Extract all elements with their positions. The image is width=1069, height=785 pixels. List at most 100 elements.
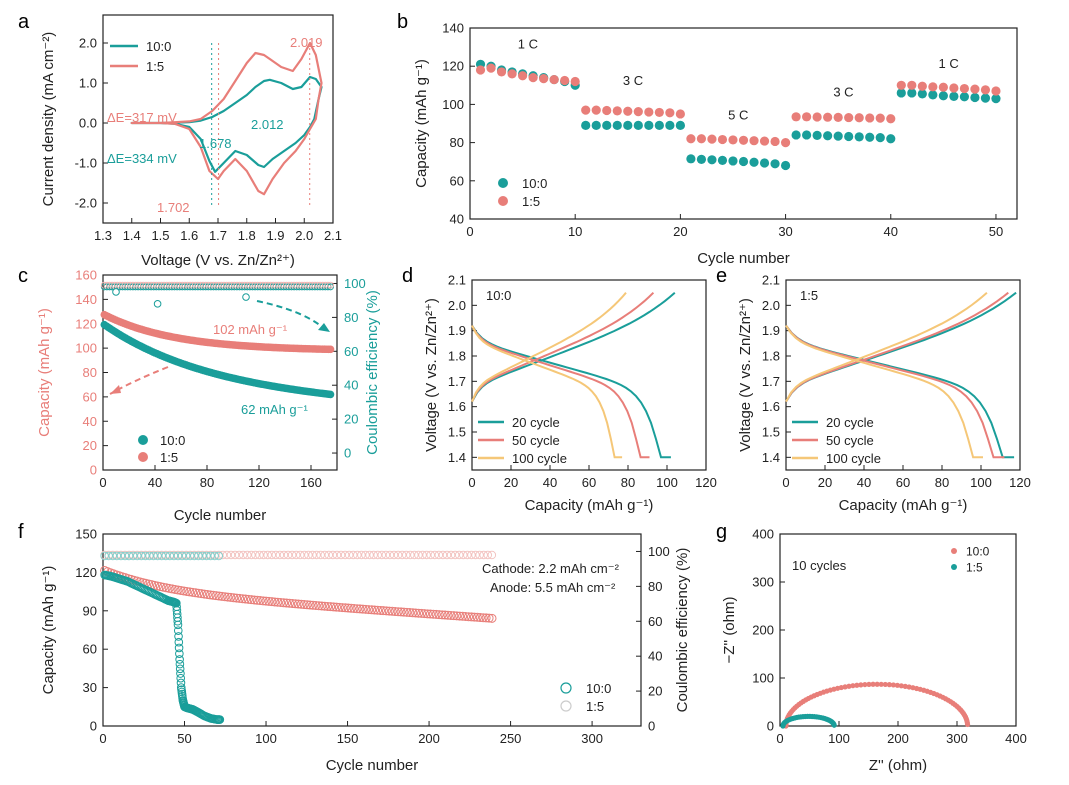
capacity-point-1-5 [176,585,186,595]
peak-label: 1.702 [157,200,190,215]
eis-point-10-0 [874,681,880,687]
capacity-point-10-0 [326,390,335,399]
x-tick-label: 120 [1009,475,1031,490]
y-axis-label: Capacity (mAh g⁻¹) [36,308,53,437]
eis-point-1-5 [831,722,837,728]
capacity-point-1-5 [329,602,339,612]
data-point-1:5 [802,112,812,122]
ce-point-1-5 [283,550,293,560]
capacity-point-1-5 [164,583,174,593]
x-tick-label: 20 [673,224,687,239]
x-tick-label: 50 [989,224,1003,239]
capacity-point-1-5 [428,609,438,619]
ce-point-10-0 [161,551,171,561]
ce-point-1-5 [327,281,334,289]
capacity-point-1-5 [334,602,344,612]
ce-point-10-0 [141,551,150,561]
capacity-point-1-5 [311,601,321,611]
ce-point-1-5 [238,550,248,560]
discharge-curve [785,325,983,459]
capacity-point-1-5 [305,600,315,610]
ce-point-1-5 [226,550,236,560]
data-point-10:0 [717,155,728,165]
capacity-point-1-5 [205,590,215,600]
ce-point-1-5 [336,550,346,560]
capacity-point-1-5 [355,604,365,614]
capacity-point-1-5 [317,601,327,611]
ce-point-1-5 [251,550,260,560]
capacity-point-1-5 [390,607,400,617]
legend-marker [951,564,957,570]
ce-point-1-5 [234,550,244,560]
arrow-left [109,366,169,395]
capacity-point-1-5 [211,591,221,601]
ce-point-1-5 [467,550,476,560]
data-point-10:0 [812,130,822,140]
y-tick-label: 60 [450,173,464,188]
ce-point-1-5 [397,550,407,560]
eis-point-10-0 [854,682,860,688]
ce-point-1-5 [291,550,301,560]
y-tick-label: 2.0 [762,298,780,313]
y2-tick-label: 100 [344,276,366,291]
capacity-point-1-5 [466,612,476,622]
ce-point-10-0 [104,551,113,561]
data-point-1:5 [539,74,549,84]
data-point-1:5 [665,108,675,118]
x-tick-label: 80 [200,475,214,490]
x-tick-label: 100 [656,475,678,490]
ce-point-1-5 [426,550,435,560]
capacity-point-1-5 [220,592,230,602]
capacity-point-1-5 [293,599,303,609]
capacity-annotation: 62 mAh g⁻¹ [241,402,309,417]
x-tick-label: 2.1 [324,228,342,243]
ce-point-1-5 [450,550,460,560]
data-point-1:5 [854,113,864,123]
arrow-left-head [110,385,121,394]
ce-point-1-5 [316,550,325,560]
y-axis-label: Voltage (V vs. Zn/Zn²⁺) [737,298,754,452]
rate-label: 3 C [623,73,643,88]
x-tick-label: 1.3 [94,228,112,243]
legend-label: 1:5 [522,194,540,209]
panel-e: 0 20 40 60 80 100 120 1.4 1.5 1.6 1.7 1.8 1.9 2.0 2.1 C… [737,273,1031,515]
data-point-10:0 [949,91,959,101]
ce-point-10-0 [194,551,203,561]
data-point-1:5 [560,75,570,86]
ce-point-1-5 [353,550,362,560]
capacity-point-1-5 [393,607,403,617]
y-tick-label: 200 [752,623,774,638]
x-tick-label: 1.5 [151,228,169,243]
y-tick-label: 160 [75,268,97,283]
plot-frame [471,279,707,471]
ce-point-1-5 [463,550,472,560]
ce-point-1-5 [332,550,342,560]
y-tick-label: 1.6 [762,399,780,414]
panel-b: 0 10 20 30 40 50 40 60 80 100 120 140 Cycle number Ca… [413,21,1018,267]
y-tick-label: 0 [90,463,97,478]
ce-point-1-5 [475,550,484,560]
capacity-point-1-5 [419,609,429,619]
capacity-point-1-5 [446,610,456,620]
capacity-point-1-5 [296,599,306,609]
data-point-1:5 [780,138,791,148]
y-tick-label: 120 [75,565,97,580]
x-tick-label: 250 [500,731,522,746]
capacity-point-1-5 [337,603,347,613]
capacity-point-1-5 [417,608,427,618]
x-tick-label: 0 [776,731,783,746]
y-tick-label: 0 [767,719,774,734]
legend-label: 50 cycle [512,433,560,448]
data-point-10:0 [633,120,643,131]
y-tick-label: 1.9 [448,323,466,338]
peak-label: 2.019 [290,35,323,50]
capacity-point-1-5 [202,589,212,599]
data-point-1:5 [644,107,654,117]
capacity-point-1-5 [481,613,491,623]
capacity-point-1-5 [455,611,465,621]
capacity-point-1-5 [243,594,253,604]
capacity-point-10-0 [175,659,185,669]
data-point-1:5 [907,80,917,90]
capacity-point-1-5 [464,612,474,622]
